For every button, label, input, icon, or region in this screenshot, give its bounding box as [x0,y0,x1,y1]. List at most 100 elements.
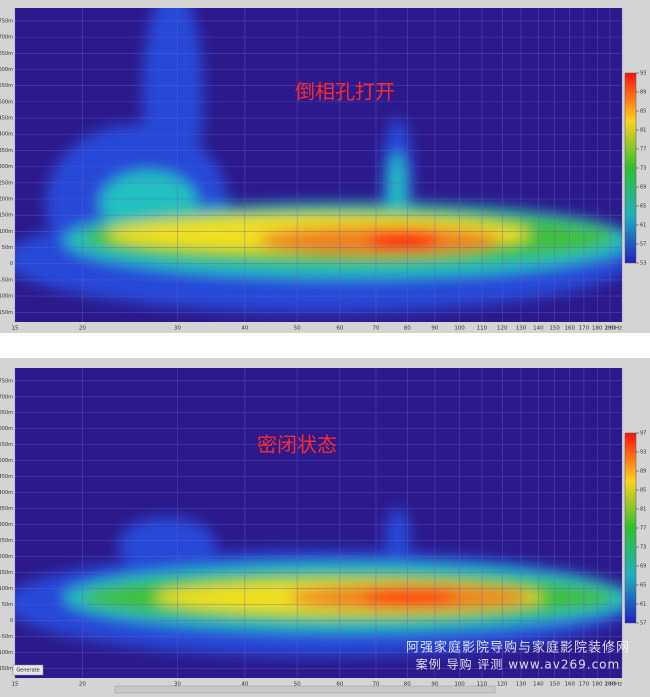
x-tick-label: 50 [294,682,301,688]
x-tick-label: 70 [372,326,379,332]
x-tick-label: 130 [516,326,527,332]
x-tick-label: 200Hz [604,326,622,332]
colorbar-label: 69 [640,564,646,570]
y-tick-label: 50m [2,245,13,251]
colorbar-label: 77 [640,147,646,153]
colorbar-label: 73 [640,545,646,551]
y-tick-label: 550m [0,83,13,89]
y-tick-label: 0 [10,261,13,267]
x-tick-label: 15 [12,326,19,332]
colorbar-label: 85 [640,109,646,115]
chart-title: 密闭状态 [257,433,337,457]
y-tick-label: 250m [0,180,13,186]
spectral-blob [385,507,410,570]
y-tick-label: 400m [0,490,13,496]
colorbar-label: 93 [640,450,646,456]
y-tick-label: 150m [0,570,13,576]
x-tick-label: 180 [592,682,603,688]
x-tick-label: 160 [564,682,575,688]
x-tick-label: 40 [241,326,248,332]
watermark: 案例 导购 评测 www.av269.com [416,657,620,672]
y-tick-label: 450m [0,474,13,480]
x-tick-label: 180 [592,326,603,332]
y-tick-label: 700m [0,35,13,41]
y-tick-label: 100m [0,229,13,235]
y-tick-label: 250m [0,538,13,544]
y-tick-label: 600m [0,426,13,432]
x-tick-label: 40 [241,682,248,688]
watermark: 阿强家庭影院导购与家庭影院装修网 [406,640,630,656]
colorbar-label: 93 [640,71,646,77]
colorbar-label: 97 [640,431,646,437]
y-tick-label: 700m [0,394,13,400]
x-tick-label: 140 [533,326,544,332]
generate-button[interactable] [12,664,44,676]
x-tick-label: 20 [79,682,86,688]
y-tick-label: -150m [0,310,13,316]
y-tick-label: -100m [0,294,13,300]
y-tick-label: 500m [0,458,13,464]
colorbar-label: 85 [640,488,646,494]
x-tick-label: 15 [12,682,19,688]
spectral-blob [360,589,459,606]
chart-title: 倒相孔打开 [295,80,395,104]
colorbar-label: 69 [640,185,646,191]
x-tick-label: 170 [579,326,590,332]
y-tick-label: 450m [0,116,13,122]
colorbar-label: 81 [640,128,646,134]
spectrogram [15,8,622,313]
colorbar-label: 57 [640,621,646,627]
x-tick-label: 130 [516,682,527,688]
x-tick-label: 200Hz [604,682,622,688]
x-tick-label: 90 [431,326,438,332]
y-tick-label: 350m [0,506,13,512]
x-tick-label: 150 [549,326,560,332]
x-tick-label: 80 [404,326,411,332]
y-tick-label: 650m [0,410,13,416]
y-tick-label: -50m [0,634,13,640]
scrollbar [114,685,496,694]
y-tick-label: 350m [0,148,13,154]
colorbar-label: 73 [640,166,646,172]
colorbar-label: 61 [640,602,646,608]
x-tick-label: 190 [605,326,616,332]
y-tick-label: 150m [0,213,13,219]
y-tick-label: -100m [0,650,13,656]
x-tick-label: 190 [605,682,616,688]
x-tick-label: 110 [477,682,488,688]
y-tick-label: 550m [0,442,13,448]
x-tick-label: 120 [497,682,508,688]
spectrogram [15,507,622,657]
colorbar-label: 65 [640,204,646,210]
colorbar [624,72,637,264]
x-tick-label: 20 [79,326,86,332]
y-tick-label: -50m [0,277,13,283]
x-tick-label: 90 [431,682,438,688]
y-tick-label: 600m [0,67,13,73]
x-tick-label: 160 [564,326,575,332]
x-tick-label: 100 [454,682,465,688]
colorbar-label: 53 [640,261,646,267]
x-tick-label: 30 [174,326,181,332]
y-tick-label: 300m [0,164,13,170]
y-tick-label: 300m [0,522,13,528]
spectral-blob [142,8,204,206]
y-tick-label: 50m [2,602,13,608]
colorbar-label: 89 [640,469,646,475]
spectral-blob [388,152,407,228]
y-tick-label: 750m [0,378,13,384]
colorbar [624,432,637,624]
colorbar-label: 89 [640,90,646,96]
colorbar-label: 57 [640,242,646,248]
colorbar-label: 81 [640,507,646,513]
x-tick-label: 30 [174,682,181,688]
y-tick-label: 0 [10,618,13,624]
colorbar-label: 65 [640,583,646,589]
spectral-blob [118,516,216,573]
colorbar-label: 61 [640,223,646,229]
x-tick-label: 110 [477,326,488,332]
y-tick-label: 650m [0,51,13,57]
y-tick-label: 400m [0,132,13,138]
x-tick-label: 140 [533,682,544,688]
